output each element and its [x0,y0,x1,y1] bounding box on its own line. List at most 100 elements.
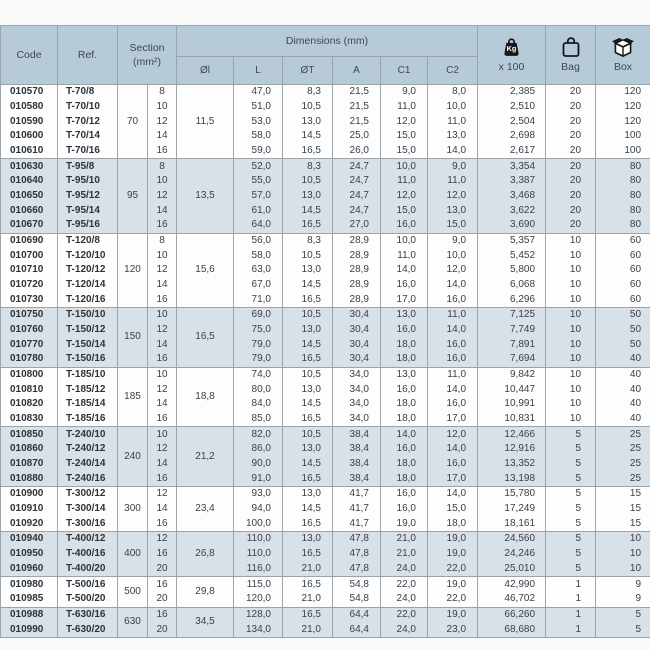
col-header-ot: ØT [282,56,333,85]
ref-cell: T-120/10 [57,248,118,264]
weight-cell: 7,749 [477,322,547,338]
weight-cell: 6,296 [477,292,547,308]
size-cell: 16 [147,516,177,532]
c1-cell: 13,0 [380,366,428,383]
a-cell: 30,4 [332,322,381,338]
bag-qty-cell: 10 [545,263,597,278]
c1-cell: 14,0 [380,263,428,278]
inner-diameter-cell: 11,5 [176,83,234,159]
a-cell: 28,9 [332,248,381,264]
weight-cell: 42,990 [477,576,547,592]
col-header-box: Box [595,25,650,85]
bag-qty-cell: 10 [545,382,597,398]
a-cell: 38,4 [332,426,381,443]
a-cell: 54,8 [332,591,381,608]
ref-cell: T-95/10 [57,174,118,189]
c1-cell: 11,0 [380,248,428,264]
ref-cell: T-630/20 [57,622,118,638]
c1-cell: 15,0 [380,143,428,159]
length-cell: 90,0 [233,456,283,472]
c1-cell: 16,0 [380,218,428,234]
code-cell: 010900 [0,486,58,502]
c1-cell: 14,0 [380,426,428,443]
ref-cell: T-120/14 [57,277,118,293]
a-cell: 38,4 [332,456,381,472]
size-cell: 12 [147,263,177,278]
box-qty-cell: 10 [595,561,650,577]
ot-cell: 21,0 [282,622,333,638]
table-row: 010990 T-630/20 20 134,0 21,0 64,4 24,0 23,0 68,… [0,622,650,638]
bag-qty-cell: 10 [545,322,597,338]
size-cell: 16 [147,606,177,623]
weight-cell: 3,622 [477,203,547,219]
box-qty-cell: 80 [595,158,650,175]
c2-cell: 9,0 [427,158,479,175]
box-qty-cell: 5 [595,606,650,623]
size-cell: 14 [147,501,177,517]
c1-cell: 11,0 [380,99,428,115]
c1-cell: 24,0 [380,622,428,638]
c1-cell: 18,0 [380,456,428,472]
bag-qty-cell: 20 [545,174,597,189]
section-label-line2: (mm²) [133,55,161,68]
weight-cell: 10,831 [477,411,547,427]
bag-qty-cell: 5 [545,486,597,502]
size-cell: 8 [147,232,177,249]
weight-cell: 2,385 [477,83,547,100]
ref-cell: T-70/8 [57,83,118,100]
c2-cell: 16,0 [427,397,479,412]
c1-cell: 19,0 [380,516,428,532]
length-cell: 86,0 [233,442,283,457]
length-cell: 75,0 [233,322,283,338]
box-qty-cell: 100 [595,129,650,144]
c2-cell: 13,0 [427,203,479,219]
ref-cell: T-185/12 [57,382,118,398]
a-cell: 47,8 [332,546,381,562]
ref-cell: T-185/10 [57,366,118,383]
weight-cell: 3,387 [477,174,547,189]
c2-cell: 22,0 [427,591,479,608]
box-qty-cell: 120 [595,99,650,115]
bag-qty-cell: 10 [545,277,597,293]
ot-cell: 13,0 [282,188,333,204]
ot-cell: 16,5 [282,606,333,623]
c2-cell: 17,0 [427,411,479,427]
weight-cell: 18,161 [477,516,547,532]
a-cell: 64,4 [332,606,381,623]
bag-qty-cell: 10 [545,292,597,308]
c2-cell: 16,0 [427,292,479,308]
table-row: 010988 T-630/16 630 16 34,5 128,0 16,5 64,4 22,0… [0,606,650,638]
code-cell: 010860 [0,442,58,457]
a-cell: 34,0 [332,411,381,427]
bag-qty-cell: 5 [545,531,597,547]
ot-cell: 14,5 [282,337,333,353]
weight-cell: 3,354 [477,158,547,175]
length-cell: 94,0 [233,501,283,517]
length-cell: 116,0 [233,561,283,577]
box-qty-cell: 25 [595,456,650,472]
code-cell: 010760 [0,322,58,338]
c1-cell: 18,0 [380,337,428,353]
c2-cell: 14,0 [427,277,479,293]
ot-cell: 13,0 [282,382,333,398]
a-cell: 64,4 [332,622,381,638]
col-header-bag: Bag [545,25,597,85]
ref-cell: T-120/12 [57,263,118,278]
code-cell: 010580 [0,99,58,115]
c1-cell: 16,0 [380,501,428,517]
ref-cell: T-300/16 [57,516,118,532]
c1-cell: 16,0 [380,322,428,338]
table-row: 010830 T-185/16 16 85,0 16,5 34,0 18,0 17,0 10,8… [0,411,650,427]
table-row: 010720 T-120/14 14 67,0 14,5 28,9 16,0 14,0 6,06… [0,277,650,293]
length-cell: 47,0 [233,83,283,100]
ref-cell: T-185/16 [57,411,118,427]
c2-cell: 14,0 [427,322,479,338]
bag-qty-cell: 5 [545,516,597,532]
ref-cell: T-400/16 [57,546,118,562]
ref-cell: T-95/14 [57,203,118,219]
size-cell: 14 [147,456,177,472]
section-cell: 70 [117,83,148,159]
box-qty-cell: 10 [595,531,650,547]
bag-qty-cell: 10 [545,232,597,249]
code-cell: 010850 [0,426,58,443]
